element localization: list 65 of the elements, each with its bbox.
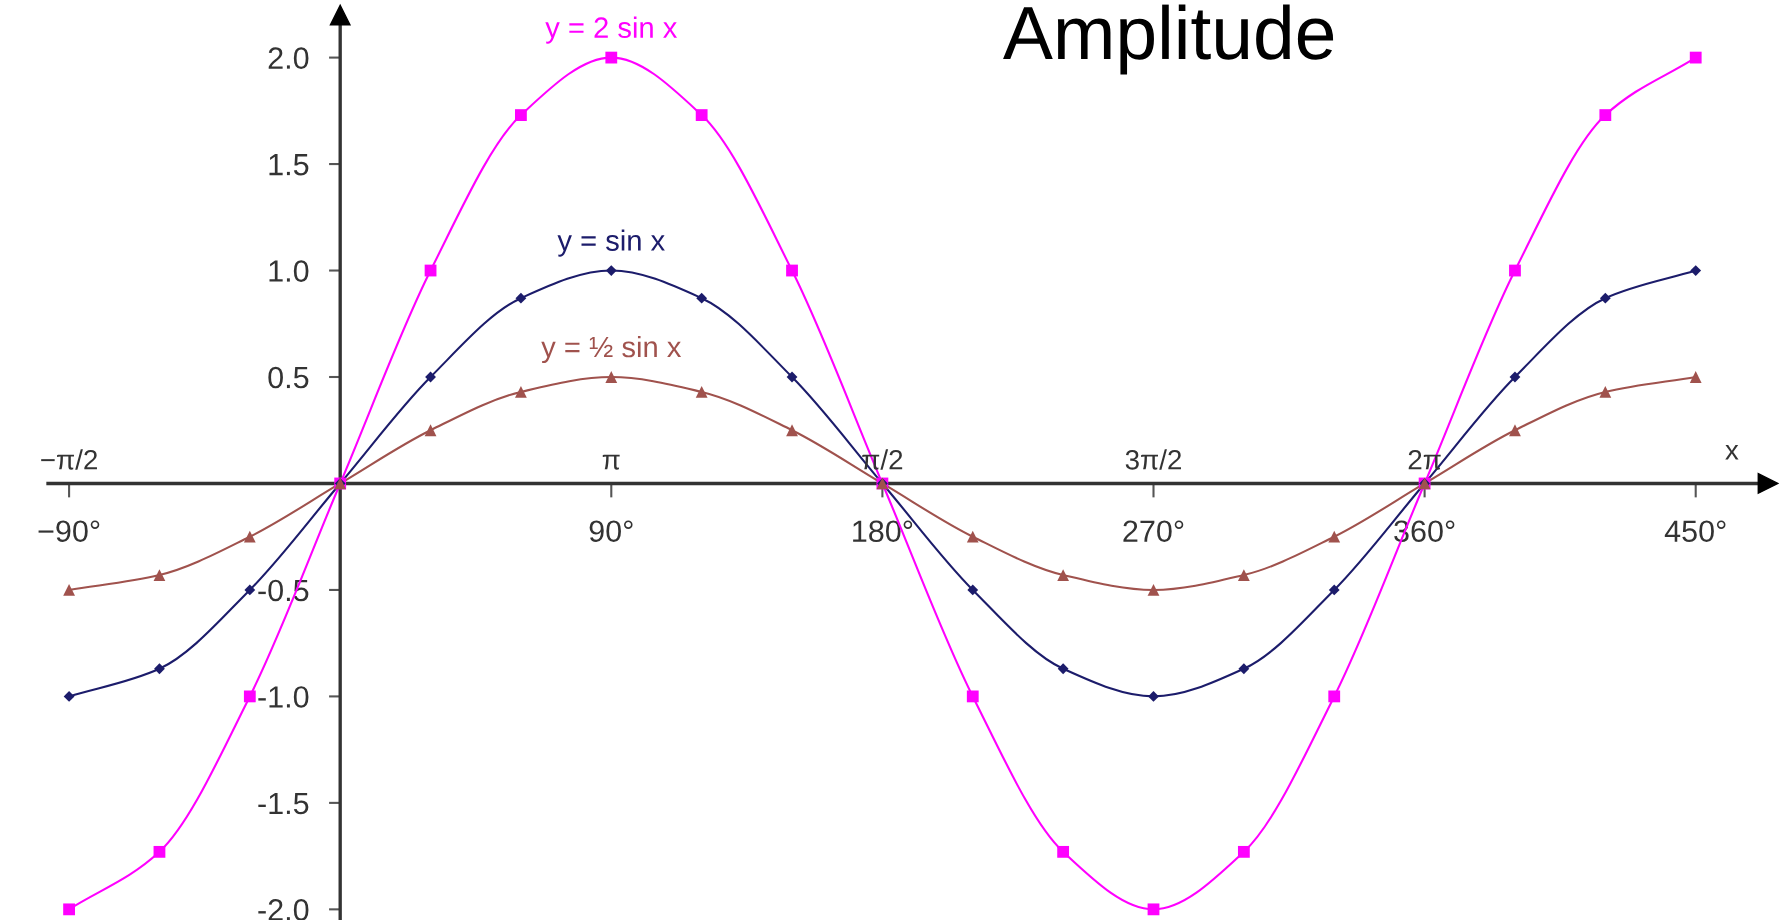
point [1057,845,1070,858]
point [63,691,75,702]
point [966,690,979,703]
point [154,663,165,675]
point [1509,424,1521,437]
point [695,109,708,121]
point [63,584,75,596]
point [605,51,618,64]
point [153,845,166,858]
point [1328,690,1341,703]
point [244,584,256,596]
point [786,264,798,277]
point [967,584,979,596]
series-label: y = ½ sin x [541,335,682,364]
point [695,386,708,398]
point [1689,371,1702,383]
point [243,690,256,703]
point [424,424,437,437]
y-tick-label: -2.0 [258,899,309,920]
point [966,530,979,543]
point [1509,371,1521,383]
x-tick-label: 450° [1664,520,1726,543]
y-tick-label: 1.0 [269,260,309,282]
point [786,424,798,437]
point [1148,691,1159,702]
point [1328,584,1340,596]
point [515,109,527,121]
point [153,569,166,581]
annotation: π [602,454,620,470]
annotation: −π/2 [41,449,97,470]
point [605,265,617,276]
point [1599,386,1612,398]
y-tick-label: -1.5 [258,792,309,815]
point [243,530,256,543]
point [1328,530,1341,543]
point [1057,663,1069,675]
annotation: 3π/2 [1125,449,1181,470]
point [515,386,527,398]
y-tick-label: 2.0 [268,47,309,69]
x-tick-label: −90° [38,520,100,543]
point [1689,51,1702,64]
chart-title: Amplitude [1003,4,1334,75]
point [786,371,798,383]
x-axis-title: x [1725,444,1739,460]
series-label: y = 2 sin x [545,16,678,44]
point [696,292,708,304]
x-tick-label: 90° [589,520,633,543]
point [1599,292,1611,304]
point [63,903,75,916]
point [1599,109,1612,121]
point [1509,264,1521,277]
point [1238,663,1250,675]
point [1147,584,1160,596]
y-tick-label: -1.0 [258,686,309,708]
point [605,371,618,383]
point [1237,569,1250,581]
point [1057,569,1070,581]
x-tick-label: 270° [1123,520,1184,543]
series-label: y = sin x [557,229,665,257]
y-tick-label: 0.5 [268,366,309,389]
y-tick-label: 1.5 [269,154,309,176]
point [515,292,527,304]
point [1237,845,1250,858]
point [1147,903,1160,916]
point [1690,265,1702,276]
